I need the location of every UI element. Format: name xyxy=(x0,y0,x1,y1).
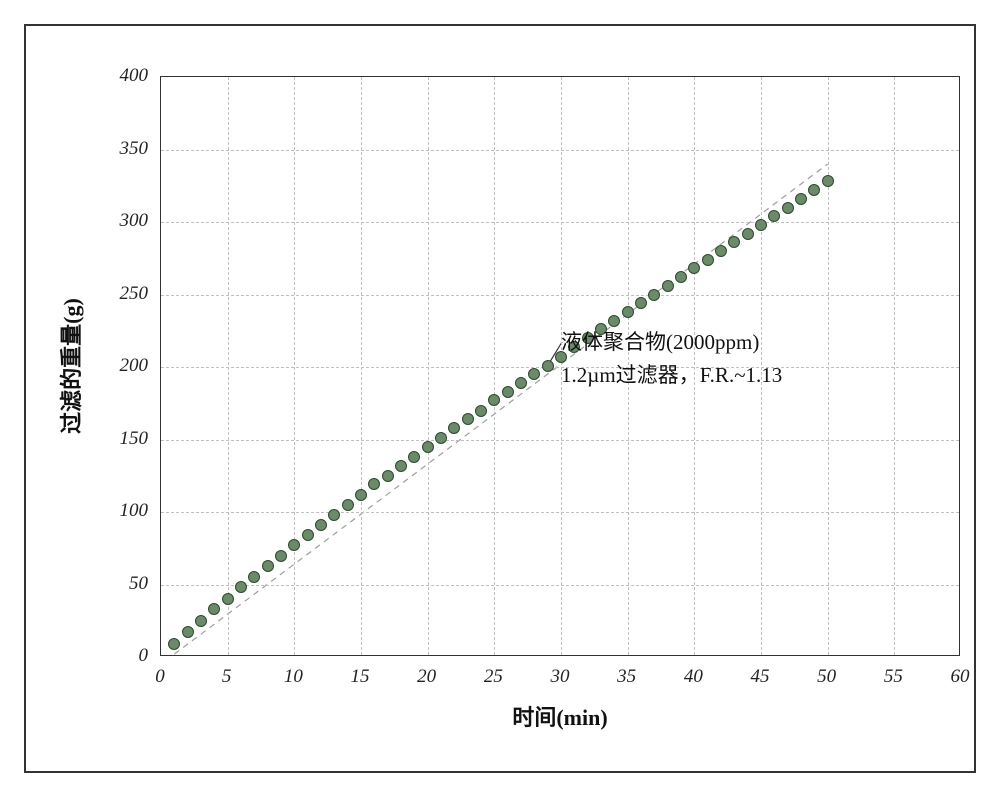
data-marker xyxy=(208,603,220,615)
data-marker xyxy=(648,289,660,301)
data-marker xyxy=(288,539,300,551)
grid-line-vertical xyxy=(428,77,429,655)
y-axis-label: 过滤的重量(g) xyxy=(54,298,86,434)
y-tick-label: 250 xyxy=(108,283,148,305)
x-tick-label: 60 xyxy=(951,666,970,688)
grid-line-vertical xyxy=(828,77,829,655)
data-marker xyxy=(822,175,834,187)
x-tick-label: 45 xyxy=(751,666,770,688)
x-tick-label: 20 xyxy=(417,666,436,688)
data-marker xyxy=(302,529,314,541)
grid-line-vertical xyxy=(228,77,229,655)
grid-line-vertical xyxy=(294,77,295,655)
data-marker xyxy=(782,202,794,214)
y-tick-label: 50 xyxy=(108,573,148,595)
data-marker xyxy=(542,360,554,372)
data-marker xyxy=(502,386,514,398)
x-tick-label: 25 xyxy=(484,666,503,688)
data-marker xyxy=(688,262,700,274)
y-tick-label: 200 xyxy=(108,355,148,377)
x-tick-label: 15 xyxy=(351,666,370,688)
data-marker xyxy=(408,451,420,463)
grid-line-vertical xyxy=(361,77,362,655)
data-marker xyxy=(768,210,780,222)
data-marker xyxy=(422,441,434,453)
grid-line-vertical xyxy=(894,77,895,655)
data-marker xyxy=(462,413,474,425)
data-marker xyxy=(728,236,740,248)
data-marker xyxy=(195,615,207,627)
data-marker xyxy=(435,432,447,444)
data-marker xyxy=(808,184,820,196)
data-marker xyxy=(528,368,540,380)
grid-line-horizontal xyxy=(161,295,959,296)
data-marker xyxy=(262,560,274,572)
data-marker xyxy=(382,470,394,482)
data-marker xyxy=(275,550,287,562)
annotation-line2b: F.R.~1.13 xyxy=(700,363,783,387)
x-tick-label: 55 xyxy=(884,666,903,688)
plot-area xyxy=(160,76,960,656)
grid-line-horizontal xyxy=(161,222,959,223)
data-marker xyxy=(328,509,340,521)
data-marker xyxy=(662,280,674,292)
data-marker xyxy=(795,193,807,205)
data-marker xyxy=(515,377,527,389)
data-marker xyxy=(342,499,354,511)
grid-line-horizontal xyxy=(161,585,959,586)
grid-line-horizontal xyxy=(161,440,959,441)
annotation-line2a: 1.2µm过滤器， xyxy=(561,363,700,387)
x-axis-label: 时间(min) xyxy=(512,700,607,732)
x-tick-label: 40 xyxy=(684,666,703,688)
series-annotation: 液体聚合物(2000ppm) 1.2µm过滤器，F.R.~1.13 xyxy=(561,326,782,391)
data-marker xyxy=(742,228,754,240)
data-marker xyxy=(182,626,194,638)
data-marker xyxy=(315,519,327,531)
data-marker xyxy=(715,245,727,257)
x-tick-label: 35 xyxy=(617,666,636,688)
data-marker xyxy=(475,405,487,417)
annotation-line1: 液体聚合物(2000ppm) xyxy=(561,330,759,354)
x-tick-label: 10 xyxy=(284,666,303,688)
y-tick-label: 350 xyxy=(108,138,148,160)
y-tick-label: 100 xyxy=(108,500,148,522)
data-marker xyxy=(608,315,620,327)
x-tick-label: 5 xyxy=(222,666,232,688)
data-marker xyxy=(488,394,500,406)
y-tick-label: 400 xyxy=(108,65,148,87)
x-tick-label: 0 xyxy=(155,666,165,688)
data-marker xyxy=(675,271,687,283)
grid-line-horizontal xyxy=(161,512,959,513)
data-marker xyxy=(235,581,247,593)
grid-line-horizontal xyxy=(161,150,959,151)
grid-line-horizontal xyxy=(161,367,959,368)
data-marker xyxy=(635,297,647,309)
figure-frame: 过滤的重量(g) 时间(min) 液体聚合物(2000ppm) 1.2µm过滤器… xyxy=(24,24,976,773)
y-tick-label: 0 xyxy=(108,645,148,667)
data-marker xyxy=(395,460,407,472)
data-marker xyxy=(755,219,767,231)
data-marker xyxy=(168,638,180,650)
data-marker xyxy=(702,254,714,266)
data-marker xyxy=(622,306,634,318)
data-marker xyxy=(355,489,367,501)
y-tick-label: 300 xyxy=(108,210,148,232)
x-tick-label: 50 xyxy=(817,666,836,688)
grid-line-vertical xyxy=(494,77,495,655)
data-marker xyxy=(248,571,260,583)
data-marker xyxy=(222,593,234,605)
x-tick-label: 30 xyxy=(551,666,570,688)
data-marker xyxy=(368,478,380,490)
data-marker xyxy=(448,422,460,434)
y-tick-label: 150 xyxy=(108,428,148,450)
